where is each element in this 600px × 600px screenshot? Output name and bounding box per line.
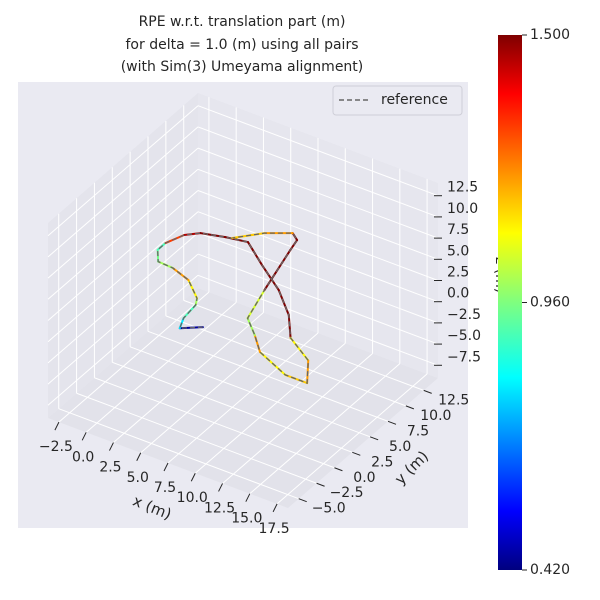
x-tick: [218, 483, 223, 492]
y-tick: [369, 436, 379, 441]
x-tick-label: 7.5: [154, 480, 176, 496]
colorbar-tick-label: 0.420: [530, 562, 570, 578]
x-tick: [163, 462, 169, 472]
error-segment: [284, 373, 309, 385]
colorbar-tick-label: 0.960: [530, 295, 570, 311]
grid-line: [129, 346, 371, 438]
x-tick: [190, 473, 196, 482]
grid-line: [76, 392, 317, 484]
y-tick: [405, 405, 415, 410]
y-tick-label: −5.0: [312, 501, 346, 517]
z-tick-label: 2.5: [447, 265, 469, 281]
y-tick-label: −2.5: [330, 485, 364, 501]
grid-line: [197, 147, 439, 239]
grid-line: [167, 332, 319, 464]
grid-line: [85, 301, 237, 433]
grid-line: [197, 232, 439, 324]
grid-line: [197, 190, 439, 281]
y-tick: [316, 482, 325, 487]
x-tick-label: 2.5: [99, 460, 121, 476]
grid-line: [47, 211, 199, 343]
y-tick-label: 0.0: [353, 470, 375, 486]
x-tick-label: 0.0: [72, 449, 94, 465]
grid-line: [47, 253, 199, 385]
x-tick: [81, 432, 87, 441]
y-tick-label: 7.5: [407, 423, 429, 439]
z-tick-label: −7.5: [447, 349, 481, 365]
grid-line: [165, 315, 407, 407]
title-line: for delta = 1.0 (m) using all pairs: [126, 37, 359, 53]
grid-line: [47, 147, 199, 279]
z-tick-label: −2.5: [447, 307, 481, 323]
colorbar-tick-label: 1.500: [530, 27, 570, 43]
grid-line: [197, 211, 439, 303]
grid-line: [47, 105, 199, 237]
grid-line: [194, 342, 346, 474]
z-tick-label: 12.5: [447, 180, 478, 196]
grid-line: [183, 299, 424, 391]
x-tick-label: 10.0: [177, 490, 208, 506]
title-line: RPE w.r.t. translation part (m): [139, 14, 346, 30]
colorbar: [498, 35, 522, 570]
grid-line: [276, 373, 428, 505]
x-tick: [136, 452, 142, 461]
x-tick-label: 17.5: [259, 521, 290, 537]
z-tick-label: 0.0: [447, 286, 469, 302]
z-tick-label: 5.0: [447, 243, 469, 259]
z-tick-label: 10.0: [447, 201, 478, 217]
x-tick: [109, 442, 114, 451]
grid-line: [112, 361, 353, 453]
reference-line: [156, 232, 309, 385]
z-tick-label: 7.5: [447, 222, 469, 238]
grid-line: [58, 291, 210, 423]
grid-line: [197, 253, 439, 345]
x-tick: [54, 421, 60, 431]
legend-box: [332, 85, 463, 116]
x-tick-label: 12.5: [204, 500, 235, 516]
grid-line: [197, 274, 439, 366]
grid-line: [197, 126, 439, 218]
y-tick: [298, 498, 307, 503]
y-tick: [334, 467, 343, 472]
x-tick: [245, 493, 251, 502]
y-tick-label: 5.0: [389, 439, 411, 455]
x-tick-label: −2.5: [39, 439, 73, 455]
z-tick-label: −5.0: [447, 328, 481, 344]
grid-line: [94, 377, 335, 469]
grid-line: [249, 363, 401, 495]
x-tick-label: 15.0: [231, 511, 262, 527]
grid-line: [47, 126, 199, 258]
y-tick-label: 12.5: [438, 392, 469, 408]
x-tick: [272, 503, 278, 513]
grid-line: [197, 168, 439, 260]
y-tick: [387, 420, 397, 425]
y-tick-label: 2.5: [371, 454, 393, 470]
title-line: (with Sim(3) Umeyama alignment): [121, 59, 364, 75]
grid-line: [47, 168, 199, 300]
grid-line: [147, 330, 389, 422]
y-tick: [423, 389, 432, 394]
grid-line: [58, 408, 299, 500]
x-tick-label: 5.0: [127, 470, 149, 486]
grid-line: [222, 353, 373, 484]
legend: reference: [332, 85, 463, 116]
y-tick: [352, 451, 361, 456]
grid-line: [47, 190, 199, 321]
grid-line: [197, 105, 439, 197]
legend-label: reference: [381, 92, 448, 108]
y-tick-label: 10.0: [420, 408, 451, 424]
grid-line: [47, 274, 199, 406]
grid-line: [113, 312, 264, 443]
grid-line: [140, 322, 292, 454]
grid-line: [47, 232, 199, 364]
